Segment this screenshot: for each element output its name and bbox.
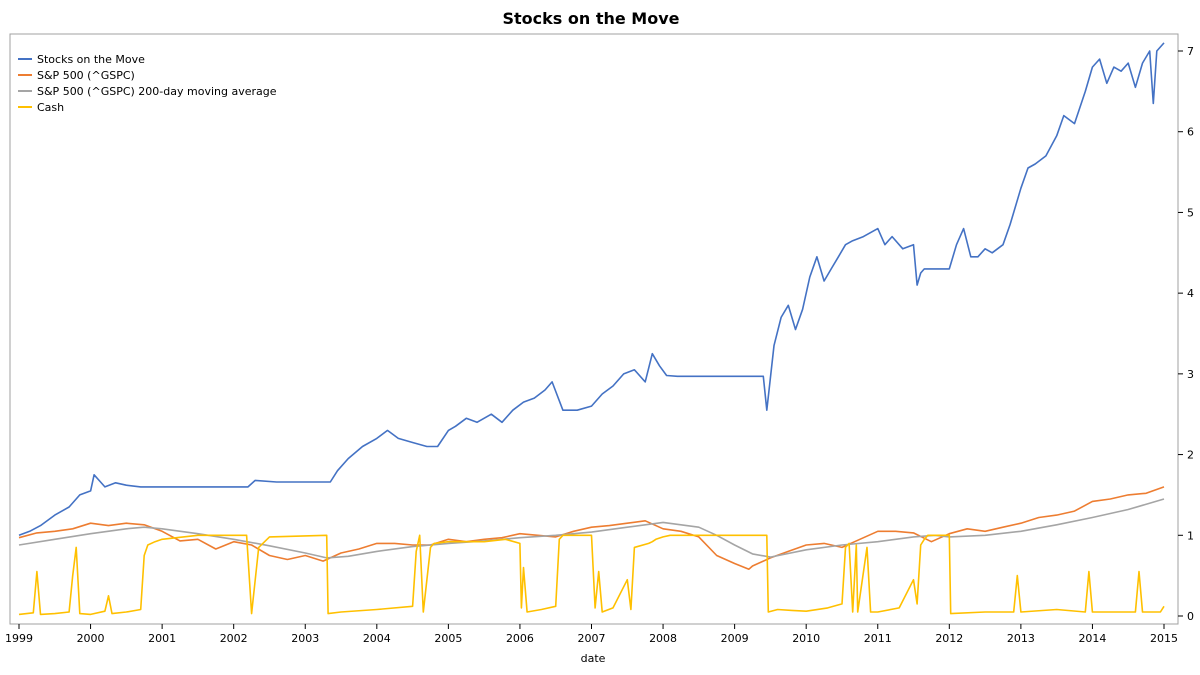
x-tick-label: 2010 — [792, 632, 820, 645]
x-tick-label: 2014 — [1078, 632, 1106, 645]
x-tick-label: 2005 — [434, 632, 462, 645]
legend-label-2: S&P 500 (^GSPC) 200-day moving average — [37, 85, 277, 98]
x-axis: 1999 2000 2001 2002 2003 2004 2005 2006 2007 2008… — [5, 624, 1178, 645]
legend: Stocks on the Move S&P 500 (^GSPC) S&P 500… — [18, 53, 277, 114]
y-tick-label: 5 — [1187, 206, 1194, 219]
legend-label-0: Stocks on the Move — [37, 53, 145, 66]
x-tick-label: 2013 — [1007, 632, 1035, 645]
series-line-1 — [18, 486, 1165, 570]
y-tick-label: 3 — [1187, 368, 1194, 381]
legend-label-3: Cash — [37, 101, 64, 114]
y-tick-label: 6 — [1187, 126, 1194, 139]
x-tick-label: 2002 — [220, 632, 248, 645]
y-tick-label: 0 — [1187, 610, 1194, 623]
y-tick-label: 7 — [1187, 45, 1194, 58]
plot-frame — [9, 33, 1179, 625]
x-tick-label: 2012 — [935, 632, 963, 645]
x-tick-label: 2009 — [721, 632, 749, 645]
y-tick-label: 1 — [1187, 529, 1194, 542]
series-layer — [18, 42, 1165, 616]
x-tick-label: 2000 — [77, 632, 105, 645]
x-tick-label: 2004 — [363, 632, 391, 645]
x-tick-label: 2015 — [1150, 632, 1178, 645]
x-tick-label: 2006 — [506, 632, 534, 645]
y-tick-label: 4 — [1187, 287, 1194, 300]
x-tick-label: 1999 — [5, 632, 33, 645]
legend-label-1: S&P 500 (^GSPC) — [37, 69, 135, 82]
x-tick-label: 2003 — [291, 632, 319, 645]
series-line-0 — [18, 42, 1165, 537]
x-tick-label: 2008 — [649, 632, 677, 645]
y-axis: 0 1 2 3 4 5 6 7 — [1178, 45, 1194, 623]
y-tick-label: 2 — [1187, 449, 1194, 462]
x-tick-label: 2007 — [578, 632, 606, 645]
chart-title: Stocks on the Move — [503, 9, 680, 28]
x-axis-label: date — [581, 652, 606, 665]
x-tick-label: 2011 — [864, 632, 892, 645]
x-tick-label: 2001 — [148, 632, 176, 645]
series-line-3 — [18, 534, 1165, 616]
